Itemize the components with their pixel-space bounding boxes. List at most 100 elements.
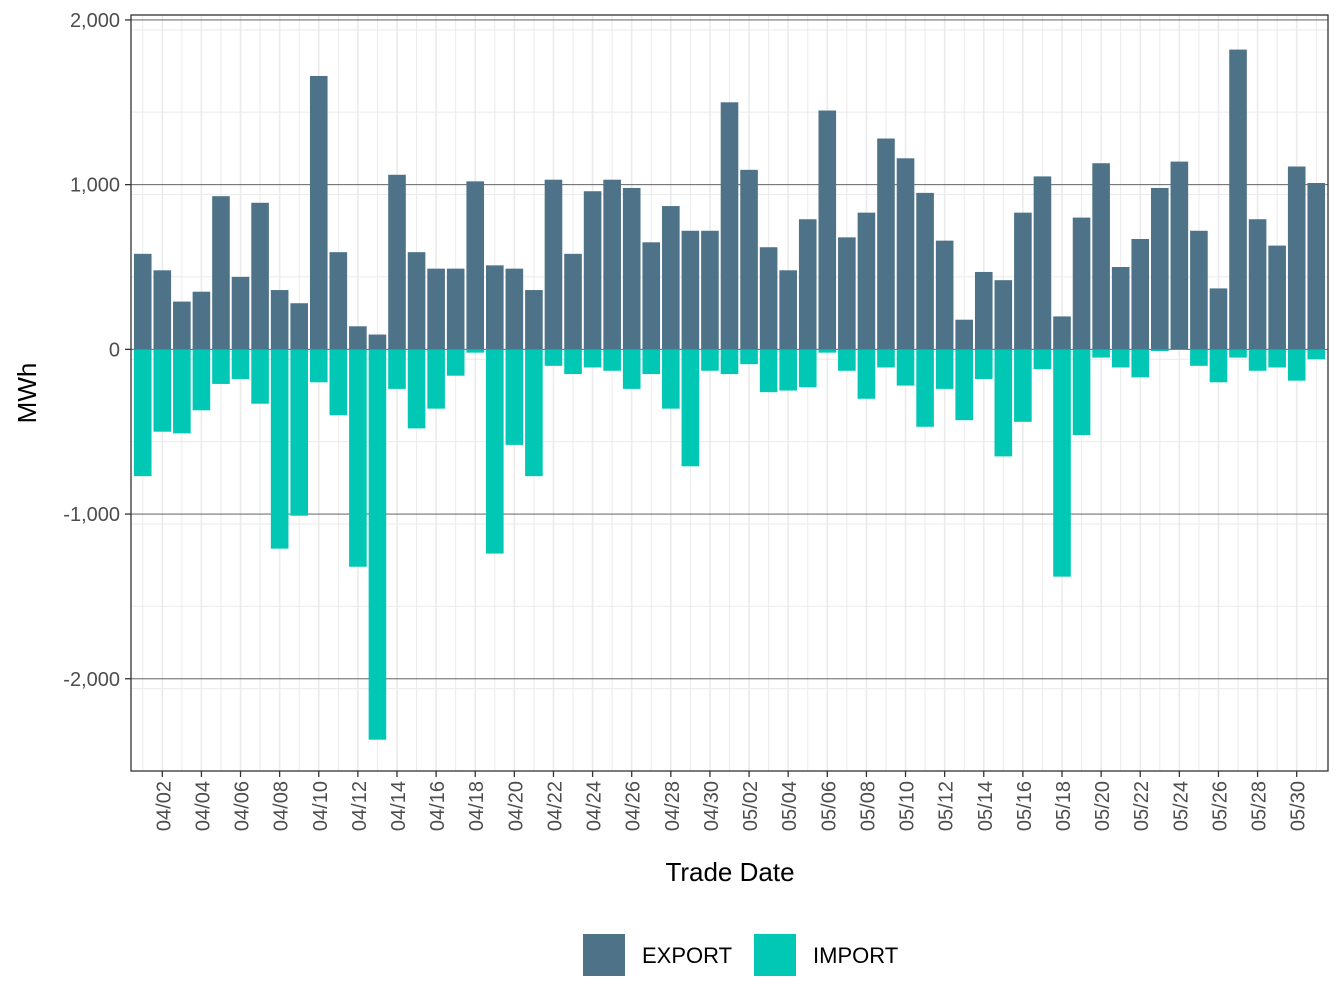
bar-export: [818, 110, 837, 350]
bar-export: [133, 253, 152, 350]
bar-export: [192, 291, 211, 350]
bar-import: [485, 349, 504, 554]
bar-import: [505, 349, 524, 445]
bar-import: [466, 349, 485, 353]
bar-export: [368, 334, 387, 350]
bar-export: [798, 219, 817, 350]
x-tick-label: 04/20: [505, 781, 527, 831]
bar-export: [740, 169, 758, 350]
bar-import: [759, 349, 778, 393]
bar-import: [309, 349, 328, 383]
bar-import: [955, 349, 974, 421]
bar-import: [564, 349, 582, 375]
bar-export: [583, 191, 602, 350]
bar-import: [1307, 349, 1326, 360]
bar-import: [1033, 349, 1052, 370]
bar-export: [974, 271, 993, 350]
bar-import: [349, 349, 367, 567]
bar-export: [505, 268, 524, 350]
bar-import: [407, 349, 426, 429]
x-tick-label: 05/04: [779, 781, 801, 831]
bar-export: [759, 247, 778, 350]
y-tick-label: -1,000: [63, 504, 120, 526]
bar-import: [720, 349, 739, 375]
x-tick-label: 04/16: [427, 781, 449, 831]
bar-import: [1229, 349, 1247, 358]
y-tick-label: 2,000: [70, 10, 120, 32]
bar-import: [642, 349, 661, 375]
bar-export: [525, 290, 543, 350]
bar-import: [877, 349, 895, 368]
bar-import: [1209, 349, 1228, 383]
bar-export: [485, 265, 504, 350]
bar-import: [1014, 349, 1032, 422]
x-tick-label: 05/06: [818, 781, 840, 831]
bar-export: [994, 280, 1013, 350]
bar-import: [173, 349, 191, 434]
bar-export: [427, 268, 445, 350]
legend-label-export: EXPORT: [642, 943, 732, 968]
bar-import: [818, 349, 837, 353]
x-tick-label: 04/12: [349, 781, 371, 831]
bar-import: [681, 349, 700, 467]
bar-export: [1307, 183, 1326, 350]
bar-export: [916, 192, 934, 350]
bar-export: [153, 270, 172, 350]
x-tick-label: 04/24: [584, 781, 606, 831]
bar-import: [1072, 349, 1091, 435]
bar-import: [133, 349, 152, 477]
x-tick-label: 05/02: [740, 781, 762, 831]
bar-export: [1131, 239, 1150, 350]
bar-import: [1287, 349, 1306, 381]
bar-export: [603, 179, 621, 350]
bar-export: [1150, 187, 1169, 350]
bar-export: [1248, 219, 1267, 350]
bar-import: [798, 349, 817, 388]
legend: EXPORT IMPORT: [583, 934, 898, 976]
x-tick-label: 04/14: [388, 781, 410, 831]
bar-export: [1190, 230, 1208, 350]
bar-import: [212, 349, 230, 384]
bar-export: [212, 196, 230, 350]
bar-export: [1170, 161, 1189, 350]
bar-export: [779, 270, 797, 350]
bar-export: [544, 179, 563, 350]
bar-import: [916, 349, 934, 427]
bar-export: [857, 212, 876, 350]
bar-import: [662, 349, 680, 409]
x-tick-label: 05/08: [857, 781, 879, 831]
bar-import: [153, 349, 172, 432]
bar-import: [251, 349, 269, 404]
bar-import: [446, 349, 465, 376]
y-tick-label: -2,000: [63, 669, 120, 691]
bar-export: [173, 301, 191, 350]
bar-import: [270, 349, 289, 549]
legend-swatch-import: [754, 934, 796, 976]
x-tick-label: 05/10: [897, 781, 919, 831]
bar-export: [1111, 267, 1130, 350]
bar-import: [1190, 349, 1208, 366]
x-tick-label: 05/22: [1131, 781, 1153, 831]
bar-export: [838, 237, 856, 350]
bar-export: [309, 75, 328, 350]
x-tick-label: 05/16: [1014, 781, 1036, 831]
bar-import: [1131, 349, 1150, 378]
x-tick-label: 05/14: [975, 781, 997, 831]
bar-import: [896, 349, 915, 386]
bar-import: [935, 349, 954, 389]
x-tick-label: 04/10: [310, 781, 332, 831]
bar-export: [662, 206, 680, 350]
bar-import: [388, 349, 406, 389]
bar-import: [857, 349, 876, 399]
x-tick-label: 04/08: [271, 781, 293, 831]
x-axis-title: Trade Date: [665, 857, 794, 887]
bar-export: [1014, 212, 1032, 350]
bar-export: [681, 230, 700, 350]
x-tick-label: 05/18: [1053, 781, 1075, 831]
bar-import: [1268, 349, 1286, 368]
bar-import: [368, 349, 387, 740]
bar-export: [701, 230, 719, 350]
x-tick-label: 05/24: [1170, 781, 1192, 831]
bar-export: [329, 252, 348, 350]
